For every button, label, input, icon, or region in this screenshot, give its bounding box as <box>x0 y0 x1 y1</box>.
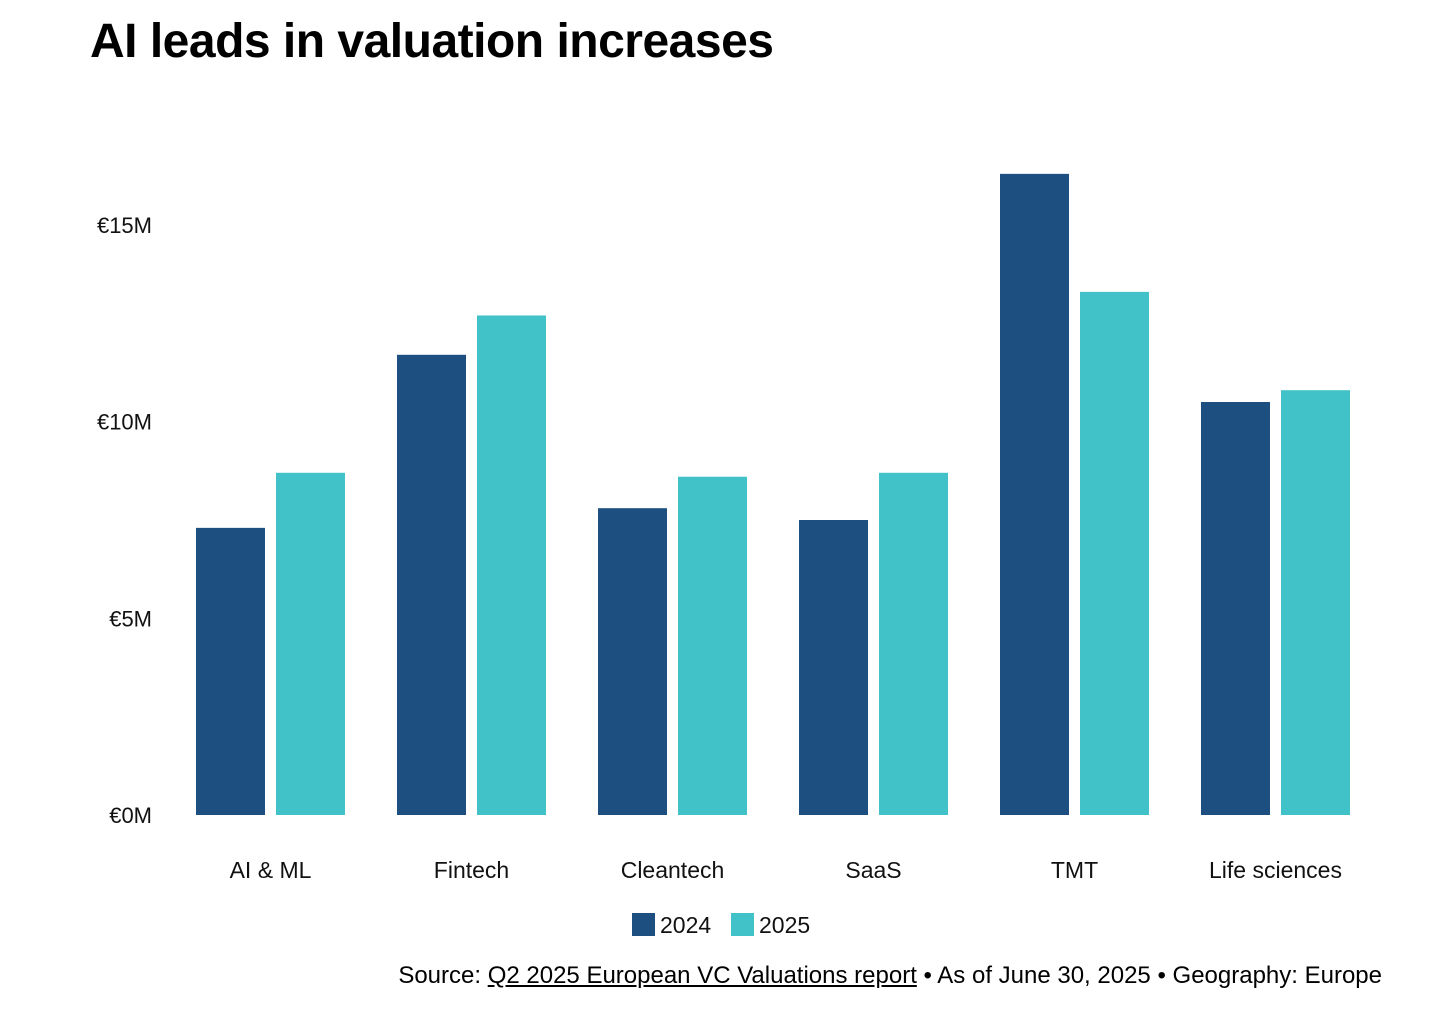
source-prefix: Source: <box>398 962 488 989</box>
x-tick-label: Life sciences <box>1209 857 1342 883</box>
y-tick-label: €5M <box>109 606 152 631</box>
bar-2024-life-sciences <box>1201 402 1270 815</box>
x-axis-labels: AI & ML Fintech Cleantech SaaS TMT Life scien… <box>230 857 1342 883</box>
bar-2025-tmt <box>1080 291 1149 815</box>
y-tick-label: €10M <box>97 410 152 435</box>
x-tick-label: Cleantech <box>621 857 725 883</box>
bar-2024-cleantech <box>598 508 667 815</box>
x-tick-label: SaaS <box>845 857 901 883</box>
x-tick-label: TMT <box>1051 857 1098 883</box>
legend-swatch-2024 <box>632 913 655 936</box>
bar-2025-ai-ml <box>276 472 345 815</box>
bar-2025-cleantech <box>678 476 747 815</box>
source-note: Source: Q2 2025 European VC Valuations r… <box>398 962 1382 990</box>
bar-2024-tmt <box>1000 173 1069 815</box>
bar-2024-ai-ml <box>196 527 265 815</box>
report-link[interactable]: Q2 2025 European VC Valuations report <box>487 962 917 989</box>
y-tick-label: €0M <box>109 803 152 828</box>
legend-swatch-2025 <box>731 913 754 936</box>
bar-2024-fintech <box>397 354 466 815</box>
x-tick-label: Fintech <box>434 857 509 883</box>
x-tick-label: AI & ML <box>230 857 312 883</box>
bar-2025-life-sciences <box>1281 390 1350 815</box>
legend-label-2024: 2024 <box>660 912 711 938</box>
bars <box>196 173 1350 815</box>
chart-title: AI leads in valuation increases <box>90 15 774 68</box>
legend-label-2025: 2025 <box>759 912 810 938</box>
bar-2024-saas <box>799 520 868 815</box>
legend: 2024 2025 <box>632 912 810 938</box>
source-suffix: • As of June 30, 2025 • Geography: Europ… <box>916 962 1382 989</box>
bar-2025-fintech <box>477 315 546 815</box>
bar-2025-saas <box>879 472 948 815</box>
y-axis-ticks: €0M €5M €10M €15M <box>97 213 152 828</box>
y-tick-label: €15M <box>97 213 152 238</box>
